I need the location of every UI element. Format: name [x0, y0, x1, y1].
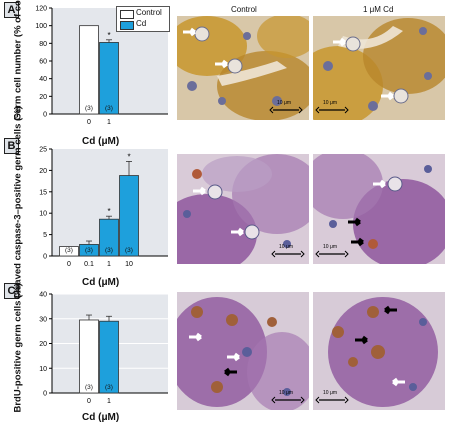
- scale-bar-label-a-control: 10 μm: [277, 100, 291, 106]
- x-tick-label: 1: [107, 119, 111, 126]
- bar: [100, 42, 119, 114]
- n-label: (3): [105, 105, 113, 112]
- y-tick-label: 30: [39, 316, 47, 323]
- micrograph-label-control: Control: [231, 5, 257, 14]
- n-label: (3): [105, 384, 113, 391]
- x-tick-label: 0.1: [84, 261, 94, 268]
- x-tick-label: 0: [67, 261, 71, 268]
- scale-bar-label-c-cd: 10 μm: [323, 390, 337, 396]
- n-label: (3): [85, 247, 93, 254]
- micrograph-c-control: 10 μm: [177, 292, 309, 410]
- legend-control-label: Control: [136, 8, 162, 17]
- x-tick-label: 0: [87, 398, 91, 405]
- legend-cd-label: Cd: [136, 19, 146, 28]
- y-tick-label: 40: [39, 76, 47, 83]
- x-tick-label: 1: [107, 398, 111, 405]
- x-tick-label: 0: [87, 119, 91, 126]
- y-tick-label: 10: [39, 366, 47, 373]
- y-axis-label-a: Germ cell number (% of control): [13, 1, 24, 121]
- x-axis-label-c: Cd (μM): [82, 412, 119, 423]
- chart-b: 0 5 10 15 20 25 (3) 0 (3) 0.1 * (3) 1 * (3) 10: [30, 143, 170, 273]
- y-tick-label: 80: [39, 41, 47, 48]
- y-tick-label: 20: [39, 94, 47, 101]
- x-tick-label: 1: [107, 261, 111, 268]
- y-tick-label: 25: [39, 147, 47, 154]
- y-tick-label: 100: [35, 23, 47, 30]
- y-tick-label: 20: [39, 168, 47, 175]
- scale-bar-label-c-control: 10 μm: [279, 390, 293, 396]
- micrograph-a-control: 10 μm: [177, 16, 309, 120]
- legend: Control Cd: [116, 6, 170, 32]
- y-axis-label-c: BrdU-positive germ cells (%): [13, 293, 24, 413]
- significance-marker: *: [107, 31, 110, 40]
- y-tick-label: 10: [39, 211, 47, 218]
- y-tick-label: 120: [35, 6, 47, 13]
- y-tick-label: 0: [43, 391, 47, 398]
- micrograph-a-cd: 10 μm: [313, 16, 445, 120]
- chart-c: 0 10 20 30 40 (3) 0 (3) 1: [30, 288, 170, 408]
- micrograph-b-control: 10 μm: [177, 154, 309, 264]
- y-tick-label: 40: [39, 292, 47, 299]
- n-label: (3): [65, 247, 73, 254]
- x-tick-label: 10: [125, 261, 133, 268]
- legend-cd-swatch: [120, 21, 134, 30]
- y-tick-label: 0: [43, 254, 47, 261]
- n-label: (3): [125, 247, 133, 254]
- x-axis-label-a: Cd (μM): [82, 136, 119, 147]
- y-tick-label: 60: [39, 59, 47, 66]
- scale-bar-label-b-cd: 10 μm: [323, 244, 337, 250]
- bar: [100, 321, 119, 393]
- micrograph-c-cd: 10 μm: [313, 292, 445, 410]
- bar: [80, 26, 99, 114]
- y-tick-label: 15: [39, 189, 47, 196]
- significance-marker: *: [127, 152, 130, 161]
- y-tick-label: 20: [39, 341, 47, 348]
- y-tick-label: 0: [43, 112, 47, 119]
- bar: [120, 176, 139, 256]
- n-label: (3): [85, 384, 93, 391]
- bar: [80, 320, 99, 393]
- scale-bar-label-b-control: 10 μm: [279, 244, 293, 250]
- y-axis-label-b: Cleaved caspase-3–positive germ cells (%…: [13, 120, 24, 300]
- y-tick-label: 5: [43, 232, 47, 239]
- significance-marker: *: [107, 207, 110, 216]
- micrograph-b-cd: 10 μm: [313, 154, 445, 264]
- x-axis-label-b: Cd (μM): [82, 277, 119, 288]
- n-label: (3): [105, 247, 113, 254]
- legend-control-swatch: [120, 10, 134, 19]
- n-label: (3): [85, 105, 93, 112]
- scale-bar-label-a-cd: 10 μm: [323, 100, 337, 106]
- micrograph-label-cd: 1 μM Cd: [363, 5, 393, 14]
